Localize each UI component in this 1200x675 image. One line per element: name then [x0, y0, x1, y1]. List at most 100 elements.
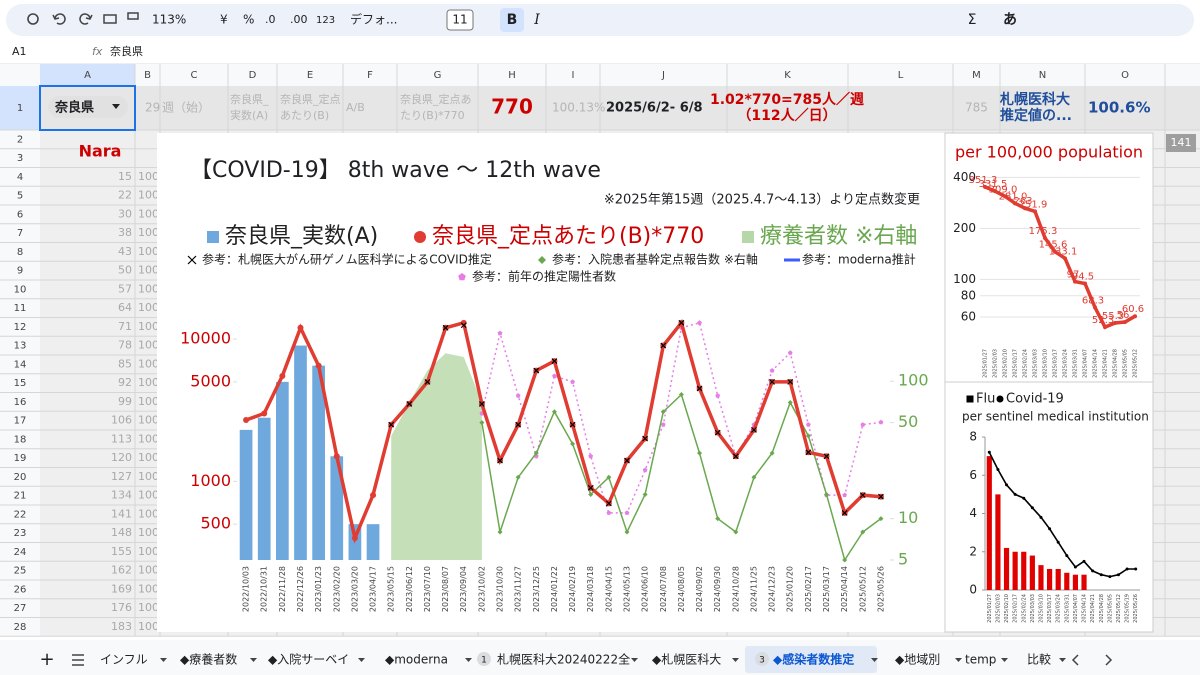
undo-icon[interactable]: [52, 13, 66, 25]
row-header[interactable]: 28: [14, 622, 27, 633]
sheet-tab[interactable]: ◆入院サーベイ: [268, 653, 349, 667]
row-header[interactable]: 4: [17, 172, 23, 183]
row-header[interactable]: 6: [17, 209, 23, 220]
column-header[interactable]: M: [972, 70, 981, 81]
row-header[interactable]: 16: [14, 397, 27, 408]
sheet-tab[interactable]: ◆札幌医科大: [652, 652, 721, 667]
sheet-tab[interactable]: 札幌医科大20240222全: [497, 652, 630, 667]
column-header[interactable]: C: [191, 70, 198, 81]
redo-icon[interactable]: [79, 13, 93, 25]
font-family[interactable]: デフォ...: [350, 12, 397, 27]
row-header[interactable]: 3: [17, 153, 23, 164]
cell-e[interactable]: 奈良県_定点: [280, 92, 341, 106]
cell-n[interactable]: 札幌医科大: [999, 91, 1070, 108]
row-header[interactable]: 19: [14, 453, 27, 464]
column-header[interactable]: I: [572, 70, 575, 81]
cell-k[interactable]: 1.02*770=785人／週: [710, 91, 864, 108]
cell-d[interactable]: 奈良県_: [230, 92, 269, 106]
row-header[interactable]: 27: [14, 603, 27, 614]
decimal-increase[interactable]: .00: [290, 13, 308, 26]
column-header[interactable]: B: [144, 70, 151, 81]
toolbar: [6, 4, 1194, 36]
cell-h[interactable]: 770: [491, 95, 533, 119]
paint-format-icon[interactable]: [127, 12, 139, 20]
row-header[interactable]: 23: [14, 528, 27, 539]
column-header[interactable]: K: [784, 70, 791, 81]
sheet-tab[interactable]: ◆療養者数: [180, 652, 237, 667]
tab-arrow: [160, 658, 167, 662]
row-header[interactable]: 24: [14, 547, 27, 558]
number-format[interactable]: 123: [316, 15, 335, 26]
point: [1063, 256, 1067, 261]
row-header[interactable]: 26: [14, 584, 27, 595]
sheet-tab[interactable]: インフル: [100, 653, 148, 667]
row-header[interactable]: 8: [17, 247, 23, 258]
row-header[interactable]: 1: [17, 103, 23, 114]
zoom[interactable]: 113%: [152, 13, 186, 27]
percent[interactable]: %: [243, 13, 254, 27]
row-header[interactable]: 20: [14, 472, 27, 483]
currency[interactable]: ¥: [220, 13, 228, 27]
row-header[interactable]: 25: [14, 566, 27, 577]
point: [860, 422, 866, 427]
cell-o[interactable]: 100.6%: [1088, 99, 1150, 117]
cell-c[interactable]: 週（始）: [162, 101, 210, 115]
row-header[interactable]: 5: [17, 191, 23, 202]
tab-scroll[interactable]: [1071, 654, 1113, 666]
column-header[interactable]: G: [434, 70, 442, 81]
cell-e[interactable]: あたり(B): [280, 109, 329, 122]
row-header[interactable]: 22: [14, 509, 27, 520]
add-sheet[interactable]: +: [39, 649, 54, 670]
row-header[interactable]: 18: [14, 434, 27, 445]
font-size-box[interactable]: [446, 9, 474, 31]
sheet-tab[interactable]: ◆地域別: [895, 653, 940, 667]
column-header[interactable]: O: [1121, 70, 1129, 81]
font-size[interactable]: 11: [452, 13, 467, 27]
cell-a[interactable]: 奈良県: [54, 100, 94, 116]
search-icon[interactable]: [27, 13, 39, 25]
sheet-tab[interactable]: ◆moderna: [385, 653, 448, 667]
x-tick-label: 2023/06/12: [405, 566, 414, 612]
row-header[interactable]: 21: [14, 491, 27, 502]
cell-i[interactable]: 100.13%: [552, 101, 605, 115]
cell-b[interactable]: 29: [145, 101, 160, 115]
column-header[interactable]: L: [898, 70, 904, 81]
cell-d[interactable]: 実数(A): [230, 108, 268, 122]
cell-m[interactable]: 785: [965, 101, 988, 115]
row-header[interactable]: 15: [14, 378, 27, 389]
bold[interactable]: B: [507, 12, 518, 28]
name-box[interactable]: A1: [12, 45, 27, 58]
cell-n[interactable]: 推定値の...: [1000, 107, 1072, 124]
row-header[interactable]: 17: [14, 416, 27, 427]
sum[interactable]: Σ: [968, 12, 977, 28]
cell-f[interactable]: A/B: [346, 101, 365, 114]
cell-j[interactable]: 2025/6/2- 6/8: [606, 101, 703, 116]
row-header[interactable]: 13: [14, 341, 27, 352]
row-header[interactable]: 11: [14, 303, 27, 314]
sheet-tab[interactable]: ◆感染者数推定: [773, 652, 854, 667]
input-mode[interactable]: あ: [1003, 12, 1017, 28]
column-header[interactable]: J: [661, 70, 665, 81]
column-header[interactable]: H: [508, 70, 516, 81]
column-header[interactable]: N: [1039, 70, 1046, 81]
formula-content[interactable]: 奈良県: [110, 44, 143, 58]
cell-k[interactable]: （112人／日）: [737, 107, 836, 124]
italic[interactable]: I: [533, 12, 540, 28]
sheet-tab[interactable]: temp: [965, 653, 996, 667]
cell-g[interactable]: たり(B)*770: [400, 109, 465, 122]
row-header[interactable]: 7: [17, 228, 23, 239]
sheet-tab[interactable]: 比較: [1027, 652, 1051, 667]
decimal-decrease[interactable]: .0: [265, 13, 276, 26]
column-header[interactable]: F: [367, 70, 373, 81]
row-header[interactable]: 14: [14, 359, 27, 370]
column-header[interactable]: E: [307, 70, 313, 81]
sheet-list[interactable]: [72, 654, 84, 666]
row-header[interactable]: 12: [14, 322, 27, 333]
row-header[interactable]: 9: [17, 266, 23, 277]
row-header[interactable]: 2: [17, 134, 23, 145]
column-header[interactable]: D: [249, 70, 257, 81]
cell-g[interactable]: 奈良県_定点あ: [400, 92, 472, 106]
row-header[interactable]: 10: [14, 284, 27, 295]
print-icon[interactable]: [103, 14, 117, 24]
column-header[interactable]: A: [84, 70, 91, 81]
